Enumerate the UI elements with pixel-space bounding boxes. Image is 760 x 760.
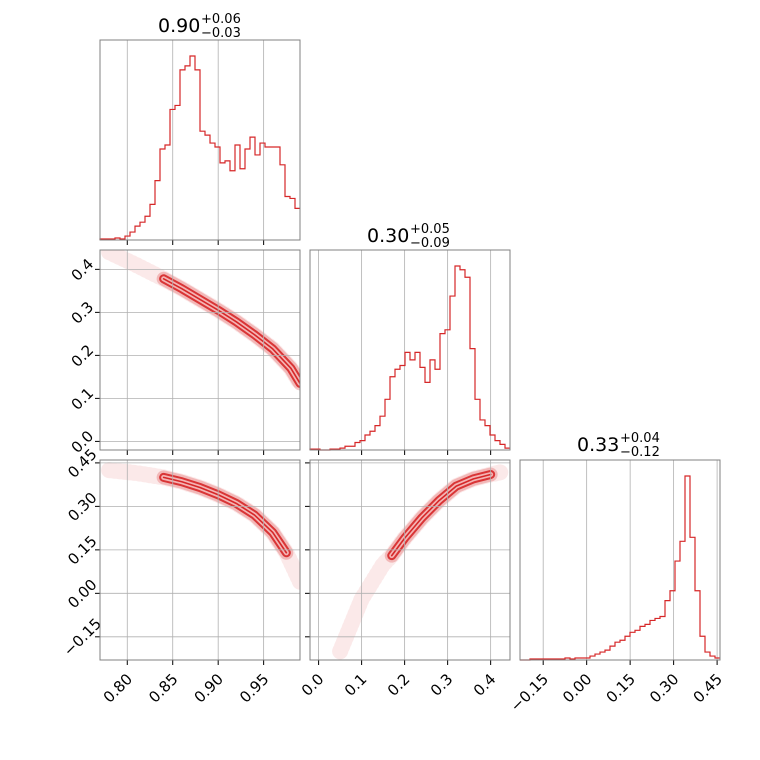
title-param-1-plus: +0.06 — [201, 12, 241, 27]
title-param-3-plus: +0.04 — [620, 431, 660, 446]
joint-panel-2-3-xlabel-4: 0.4 — [470, 670, 500, 700]
joint-panel-1-2-contour-inner — [162, 278, 300, 385]
joint-panel-1-3-xlabel-0: 0.80 — [100, 670, 136, 706]
joint-panel-1-2-ylabel-1: 0.1 — [68, 384, 98, 414]
joint-panel-1-3-ylabel-2: 0.15 — [64, 532, 100, 568]
joint-panel-1-3-band-outer — [156, 470, 294, 560]
hist-panel-2-frame — [309, 249, 511, 451]
joint-panel-1-3-ylabel-3: 0.30 — [64, 489, 100, 525]
joint-panel-1-2-ylabel-2: 0.2 — [68, 341, 98, 371]
title-param-2-value: 0.30 — [367, 225, 409, 247]
title-param-3-value: 0.33 — [577, 434, 619, 456]
hist-panel-1-frame — [99, 39, 301, 241]
joint-panel-1-3-ylabel-1: 0.00 — [64, 576, 100, 612]
joint-panel-1-3-density — [101, 462, 300, 590]
joint-panel-1-3-contour-inner — [162, 476, 288, 554]
title-param-1-minus: −0.03 — [201, 26, 241, 41]
hist-panel-3-xlabel-0: −0.15 — [507, 670, 552, 715]
joint-panel-2-3-xlabel-1: 0.1 — [341, 670, 371, 700]
joint-panel-2-3-xlabel-0: 0.0 — [298, 670, 328, 700]
joint-panel-1-3 — [101, 462, 300, 590]
joint-panel-2-3-xlabel-3: 0.3 — [427, 670, 457, 700]
joint-panel-2-3-scatter-cloud — [332, 463, 510, 660]
title-param-2-minus: −0.09 — [410, 236, 450, 251]
panels: −0.15 0.00 0.15 0.30 0.450.00.10.20.30.40.80… — [60, 39, 726, 715]
title-param-3-minus: −0.12 — [620, 445, 660, 460]
joint-panel-1-3-frame — [99, 459, 301, 661]
joint-panel-1-3-xlabel-3: 0.95 — [236, 670, 272, 706]
joint-panel-1-2-ylabel-3: 0.3 — [68, 298, 98, 328]
joint-panel-1-2 — [101, 250, 300, 392]
joint-panel-1-2-frame — [99, 249, 301, 451]
title-param-3: 0.33 — [577, 434, 619, 456]
title-param-1-value: 0.90 — [158, 15, 200, 37]
joint-panel-1-2-ylabel-4: 0.4 — [68, 255, 98, 285]
hist-panel-2-steps — [309, 265, 510, 451]
title-param-2-plus: +0.05 — [410, 222, 450, 237]
joint-panel-2-3-density — [332, 463, 510, 660]
hist-panel-3-xlabel-4: 0.45 — [690, 670, 726, 706]
hist-panel-1-steps — [99, 55, 300, 240]
joint-panel-1-3-ylabel-4: 0.45 — [64, 445, 100, 481]
joint-panel-2-3-xlabel-2: 0.2 — [384, 670, 414, 700]
joint-panel-2-3-frame — [309, 459, 511, 661]
joint-panel-1-3-xlabel-1: 0.85 — [145, 670, 181, 706]
hist-panel-3-steps — [520, 475, 720, 661]
joint-panel-1-2-density — [101, 250, 300, 392]
joint-panel-2-3 — [332, 463, 510, 660]
title-param-1: 0.90 — [158, 15, 200, 37]
hist-panel-3-frame — [519, 459, 721, 661]
title-param-2: 0.30 — [367, 225, 409, 247]
joint-panel-1-3-xlabel-2: 0.90 — [191, 670, 227, 706]
joint-panel-2-3-band-outer — [384, 467, 498, 563]
hist-panel-3-xlabel-2: 0.15 — [603, 670, 639, 706]
joint-panel-1-2-scatter-cloud — [101, 250, 300, 392]
hist-panel-3-xlabel-1: 0.00 — [559, 670, 595, 706]
hist-panel-3-xlabel-3: 0.30 — [646, 670, 682, 706]
